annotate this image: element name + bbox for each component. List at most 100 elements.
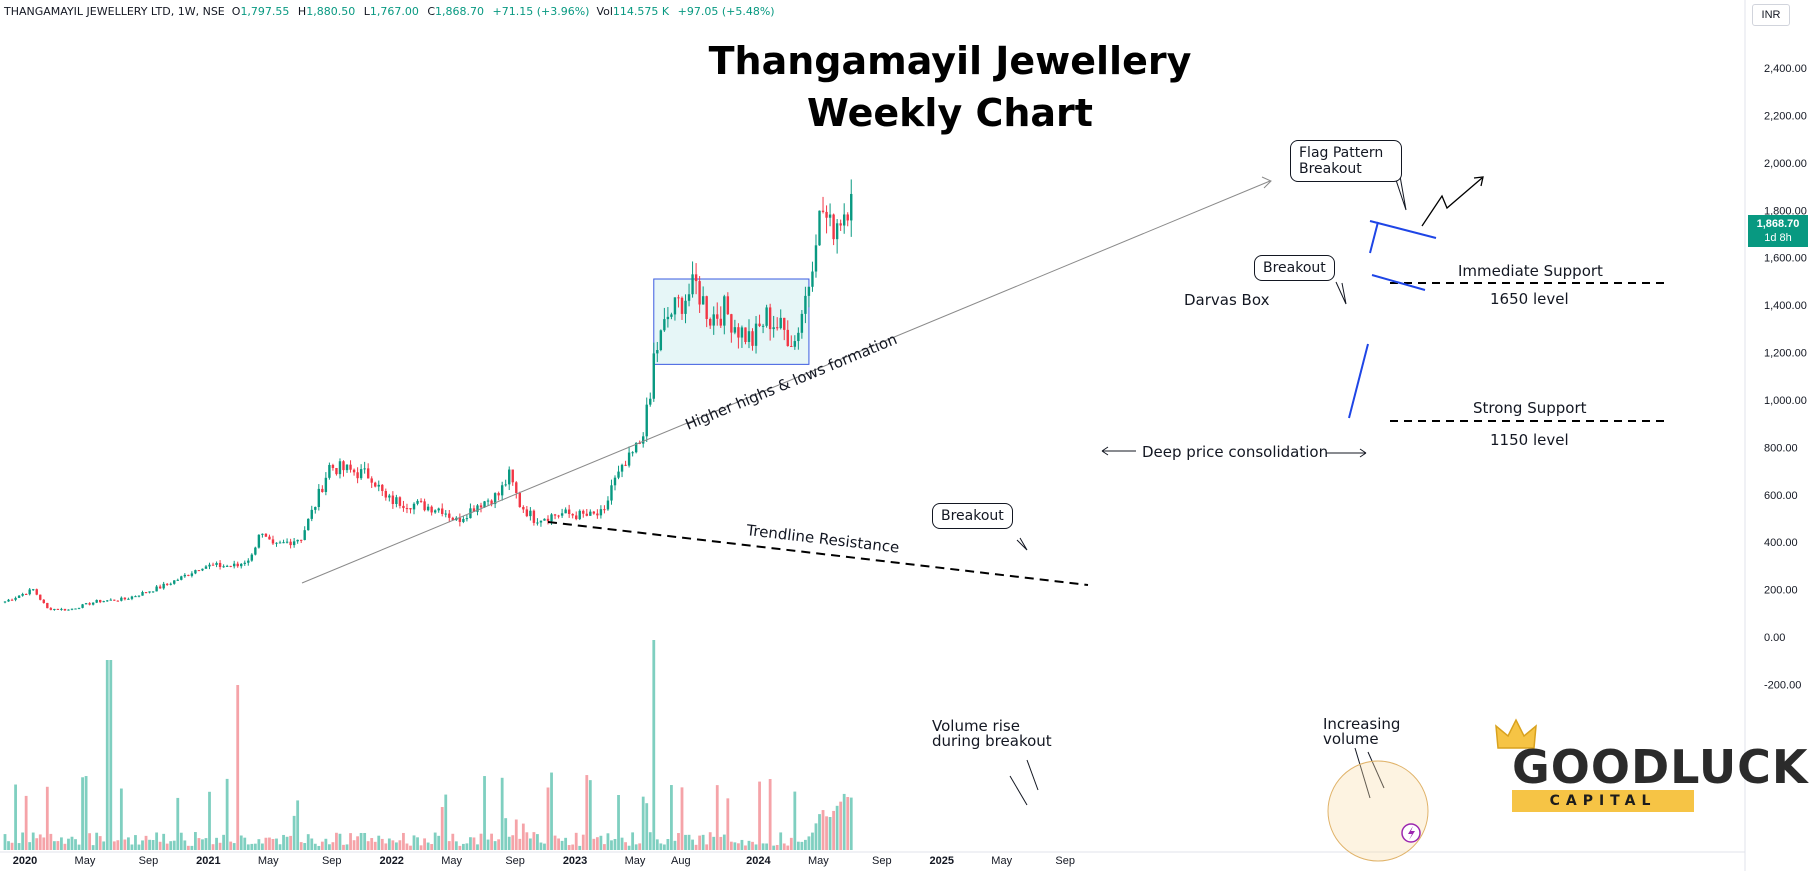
candle-body [620,464,624,472]
volume-bar [24,795,28,850]
volume-bar [134,835,137,850]
candle-body [250,554,254,561]
x-tick-label: Sep [322,855,342,867]
volume-bar [215,837,218,850]
currency-button[interactable]: INR [1752,4,1790,26]
candle-body [497,493,500,496]
candle-body [768,307,772,330]
candle-body [130,596,134,599]
candle-body [95,599,98,603]
candle-body [515,482,518,493]
y-tick-label: 1,400.00 [1764,300,1807,312]
candle-body [804,295,807,314]
volume-bar [74,839,77,850]
volume-bar [737,843,740,850]
candle-body [793,341,797,347]
volume-bar [842,793,846,850]
candle-body [14,597,17,600]
flag-pattern-callout: Flag Pattern Breakout [1290,140,1402,182]
volume-rise-label-line2: during breakout [932,732,1052,750]
candle-body [176,579,179,581]
x-tick-label: May [991,855,1012,867]
candle-body [345,464,349,471]
candle-body [134,596,137,598]
immediate-support-level: 1650 level [1490,290,1569,308]
candle-body [797,332,800,342]
volume-bar [437,835,441,850]
candle-body [377,484,380,487]
volume-bar [176,797,180,850]
candle-body [173,580,176,584]
price-change: +71.15 (+3.96%) [492,5,590,18]
volume-bar [772,845,776,850]
candle-body [592,511,596,514]
candle-body [366,468,370,479]
candle-body [730,314,733,333]
candle-body [303,530,306,540]
symbol-name[interactable]: THANGAMAYIL JEWELLERY LTD, 1W, NSE [4,5,225,18]
volume-bar [500,777,504,850]
candle-body [56,608,60,610]
candle-body [342,461,345,471]
candle-body [723,296,726,326]
volume-bar [497,839,501,850]
candle-body [709,319,712,326]
volume-bar [574,832,578,850]
volume-bar [21,832,25,850]
candle-body [91,602,95,605]
volume-bar [271,838,275,850]
volume-bar [634,844,638,850]
volume-bar [211,844,215,850]
candle-body [694,274,698,282]
open-label: O [231,5,241,18]
volume-bar [705,844,709,850]
volume-bar [701,834,705,850]
candle-body [335,467,338,475]
volume-bar [232,843,236,850]
candle-body [17,595,21,598]
candle-body [564,509,567,514]
candle-body [518,492,521,508]
candle-body [123,597,127,600]
volume-bar [666,839,670,850]
volume-bar [849,797,853,850]
volume-bar [81,777,84,850]
candle-body [737,327,740,338]
candle-body [617,471,620,478]
candle-body [405,508,409,510]
candle-body [53,608,56,610]
volume-bar [127,837,130,850]
candle-body [349,464,352,470]
volume-bar [366,841,370,850]
candle-body [783,317,786,330]
volume-bar [599,835,603,850]
candle-body [814,245,818,272]
candle-body [257,534,261,548]
volume-bar [426,842,430,850]
volume-bar [624,842,627,850]
volume-bar [447,841,451,850]
logo-wordmark: GOODLUCK [1512,740,1809,794]
candle-body [113,599,116,601]
volume-bar [740,839,744,850]
candle-body [504,484,507,486]
volume-bar [655,839,659,850]
volume-bar [222,834,226,850]
candle-body [289,541,292,546]
candle-body [645,404,648,437]
volume-bar [680,787,684,850]
increasing-volume-label-line2: volume [1323,730,1379,748]
volume-bar [77,844,81,850]
candle-body [522,507,525,510]
candle-body [331,464,335,468]
candle-body [846,214,849,221]
volume-bar [264,837,268,850]
candle-body [236,563,239,567]
candle-body [232,563,236,567]
volume-bar [613,838,617,850]
volume-bar [454,841,458,850]
volume-bar [377,835,381,850]
candle-body [441,508,444,514]
volume-bar [691,839,694,850]
